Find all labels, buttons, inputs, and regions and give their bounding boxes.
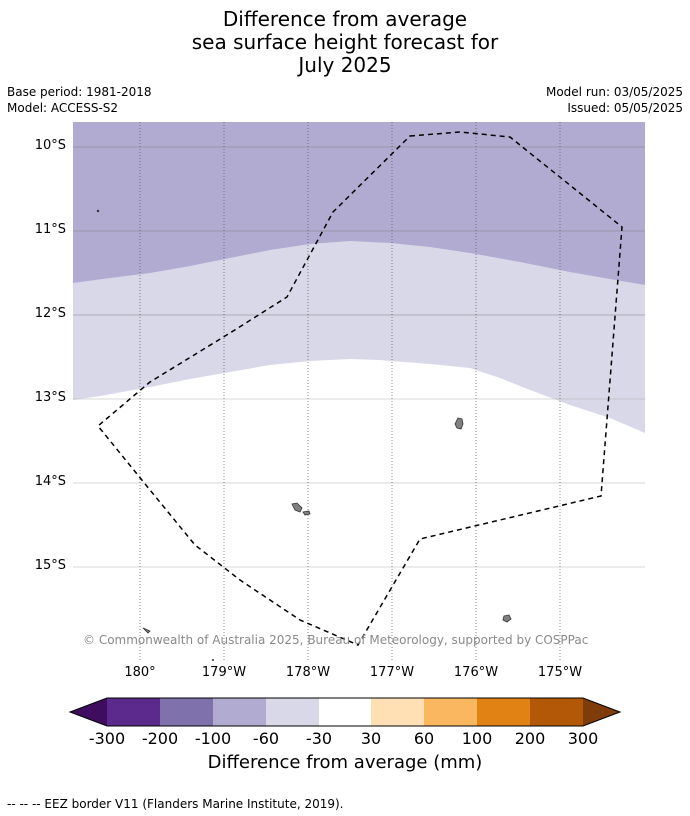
colorbar-label: -60 xyxy=(252,729,280,748)
colorbar-swatch-5 xyxy=(319,698,371,726)
lon-label-180: 180° xyxy=(124,665,156,680)
colorbar-outline xyxy=(68,697,622,727)
lat-label-14s: 14°S xyxy=(34,474,66,489)
lat-label-12s: 12°S xyxy=(34,306,66,321)
colorbar-swatch-6 xyxy=(371,698,424,726)
colorbar-extend-high xyxy=(583,698,620,726)
map-area xyxy=(73,122,645,661)
lon-label-179w: 179°W xyxy=(201,665,247,680)
lon-label-176w: 176°W xyxy=(453,665,499,680)
model-name: Model: ACCESS-S2 xyxy=(7,101,119,115)
colorbar-swatch-2 xyxy=(160,698,213,726)
band-minus100-minus60 xyxy=(73,122,645,285)
colorbar-label: 100 xyxy=(461,729,493,748)
colorbar-label: 200 xyxy=(514,729,546,748)
lon-label-175w: 175°W xyxy=(537,665,583,680)
island-south xyxy=(212,659,214,661)
island-central-small xyxy=(302,510,311,516)
model-run: Model run: 03/05/2025 xyxy=(545,85,683,99)
colorbar-extend-low xyxy=(70,698,107,726)
colorbar-label: -100 xyxy=(194,729,232,748)
island-central xyxy=(291,502,303,513)
base-period: Base period: 1981-2018 xyxy=(7,85,152,99)
chart-title: Difference from average sea surface heig… xyxy=(0,8,690,77)
lat-label-10s: 10°S xyxy=(34,138,66,153)
eez-border xyxy=(96,131,623,646)
colorbar xyxy=(68,697,622,727)
islands xyxy=(96,209,512,661)
meta-left: Base period: 1981-2018 Model: ACCESS-S2 xyxy=(7,84,152,116)
lat-label-11s: 11°S xyxy=(34,222,66,237)
island-southwest xyxy=(142,627,151,634)
lon-label-178w: 178°W xyxy=(285,665,331,680)
colorbar-swatch-1 xyxy=(107,698,160,726)
copyright-credit: © Commonwealth of Australia 2025, Bureau… xyxy=(83,633,589,647)
lat-label-15s: 15°S xyxy=(34,558,66,573)
colorbar-label: -200 xyxy=(141,729,179,748)
eez-footnote: -- -- -- EEZ border V11 (Flanders Marine… xyxy=(7,797,344,811)
colorbar-label: -300 xyxy=(88,729,126,748)
colorbar-label: 300 xyxy=(567,729,599,748)
title-line-3: July 2025 xyxy=(298,53,392,77)
issued-date: Issued: 05/05/2025 xyxy=(567,101,683,115)
colorbar-swatch-3 xyxy=(213,698,266,726)
colorbar-label: -30 xyxy=(305,729,333,748)
colorbar-title: Difference from average (mm) xyxy=(207,752,483,773)
title-line-2: sea surface height forecast for xyxy=(191,30,499,54)
island-southeast xyxy=(502,614,512,623)
lon-label-177w: 177°W xyxy=(369,665,415,680)
colorbar-swatch-8 xyxy=(477,698,530,726)
colorbar-label: 30 xyxy=(360,729,382,748)
colorbar-label: 60 xyxy=(413,729,435,748)
meta-right: Model run: 03/05/2025 Issued: 05/05/2025 xyxy=(546,84,683,116)
island-east xyxy=(454,417,464,430)
colorbar-swatch-4 xyxy=(266,698,319,726)
title-line-1: Difference from average xyxy=(222,7,468,31)
lat-gridlines xyxy=(73,146,645,568)
colorbar-swatch-7 xyxy=(424,698,477,726)
island-northwest xyxy=(96,209,100,213)
lat-label-13s: 13°S xyxy=(34,390,66,405)
colorbar-swatch-9 xyxy=(530,698,583,726)
